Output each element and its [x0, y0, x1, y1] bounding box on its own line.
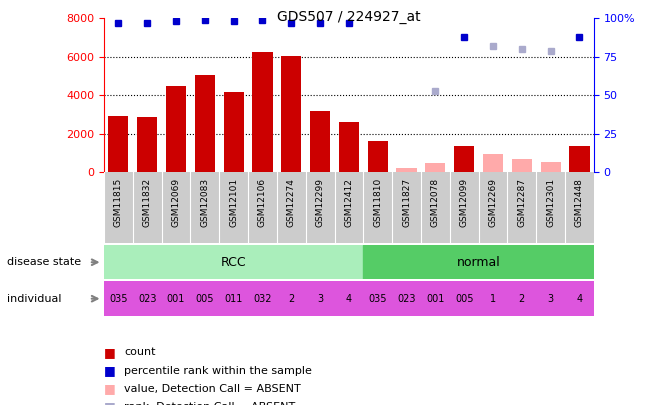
Text: GSM12299: GSM12299	[315, 178, 325, 227]
Bar	[335, 281, 363, 316]
Text: GSM11815: GSM11815	[114, 178, 123, 227]
Text: GSM12412: GSM12412	[344, 178, 354, 227]
Text: GDS507 / 224927_at: GDS507 / 224927_at	[277, 10, 421, 24]
Text: 023: 023	[138, 294, 156, 304]
Text: GSM12069: GSM12069	[172, 178, 180, 227]
Bar	[512, 159, 532, 172]
Bar	[281, 56, 301, 172]
Text: GSM12101: GSM12101	[229, 178, 238, 227]
Bar	[162, 281, 191, 316]
Bar	[536, 281, 565, 316]
Text: 001: 001	[167, 294, 185, 304]
Text: value, Detection Call = ABSENT: value, Detection Call = ABSENT	[124, 384, 301, 394]
Text: normal: normal	[457, 256, 501, 269]
Bar	[425, 164, 446, 172]
Bar	[363, 281, 392, 316]
Text: 4: 4	[576, 294, 582, 304]
Text: GSM12287: GSM12287	[517, 178, 526, 227]
Text: 023: 023	[397, 294, 416, 304]
Bar	[541, 162, 561, 172]
Text: RCC: RCC	[221, 256, 246, 269]
Text: rank, Detection Call = ABSENT: rank, Detection Call = ABSENT	[124, 402, 295, 405]
Text: GSM11832: GSM11832	[143, 178, 152, 227]
Bar	[166, 85, 186, 172]
Text: 3: 3	[317, 294, 323, 304]
Bar	[397, 168, 417, 172]
Text: 035: 035	[109, 294, 127, 304]
Text: GSM12083: GSM12083	[201, 178, 209, 227]
Text: GSM12301: GSM12301	[546, 178, 555, 227]
Text: 4: 4	[346, 294, 352, 304]
Text: 3: 3	[548, 294, 554, 304]
Bar	[219, 281, 248, 316]
Text: 032: 032	[253, 294, 272, 304]
Text: GSM11827: GSM11827	[402, 178, 411, 227]
Text: 005: 005	[196, 294, 214, 304]
Bar	[191, 281, 219, 316]
Text: individual: individual	[7, 294, 61, 304]
Text: GSM12078: GSM12078	[431, 178, 440, 227]
Bar	[137, 117, 157, 172]
Text: GSM12274: GSM12274	[287, 178, 296, 227]
Text: GSM12269: GSM12269	[488, 178, 497, 227]
Text: GSM12106: GSM12106	[258, 178, 267, 227]
Bar	[478, 281, 507, 316]
Text: 001: 001	[426, 294, 445, 304]
Bar	[133, 281, 162, 316]
Text: GSM12448: GSM12448	[575, 178, 584, 227]
Text: ■: ■	[104, 346, 116, 359]
Text: disease state: disease state	[7, 257, 81, 267]
Bar	[104, 245, 363, 279]
Bar	[454, 146, 474, 172]
Bar	[108, 116, 129, 172]
Bar	[195, 75, 215, 172]
Bar	[306, 281, 335, 316]
Text: 1: 1	[490, 294, 496, 304]
Text: count: count	[124, 347, 156, 357]
Text: ■: ■	[104, 382, 116, 395]
Bar	[450, 281, 478, 316]
Bar	[483, 154, 503, 172]
Bar	[368, 141, 388, 172]
Text: 2: 2	[288, 294, 295, 304]
Text: GSM11810: GSM11810	[373, 178, 382, 227]
Bar	[248, 281, 277, 316]
Bar	[223, 92, 244, 172]
Bar	[252, 52, 272, 172]
Text: 005: 005	[455, 294, 474, 304]
Bar	[310, 111, 330, 172]
Bar	[363, 245, 594, 279]
Text: 011: 011	[225, 294, 243, 304]
Text: 035: 035	[368, 294, 387, 304]
Bar	[277, 281, 306, 316]
Text: GSM12099: GSM12099	[460, 178, 468, 227]
Bar	[507, 281, 536, 316]
Text: ■: ■	[104, 364, 116, 377]
Bar	[570, 146, 590, 172]
Text: 2: 2	[519, 294, 525, 304]
Bar	[392, 281, 421, 316]
Bar	[565, 281, 594, 316]
Text: ■: ■	[104, 401, 116, 405]
Bar	[421, 281, 450, 316]
Bar	[104, 281, 133, 316]
Bar	[339, 122, 359, 172]
Text: percentile rank within the sample: percentile rank within the sample	[124, 366, 312, 375]
